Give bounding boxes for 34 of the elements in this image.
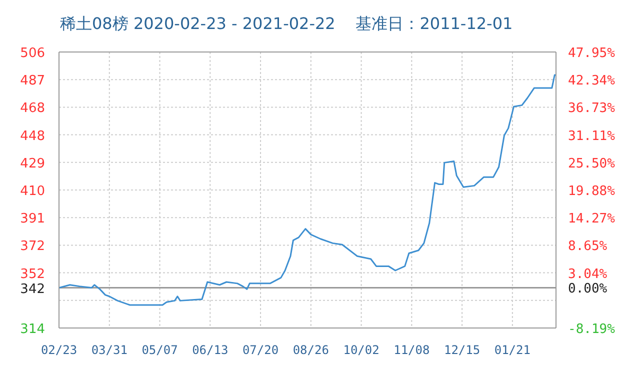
line-series <box>59 74 556 306</box>
y-tick-label: 448 <box>20 128 45 144</box>
y2-tick-label: 42.34% <box>568 74 616 89</box>
x-tick-label: 11/08 <box>394 343 430 357</box>
y2-tick-label: 31.11% <box>568 128 616 144</box>
y-tick-label: 429 <box>20 156 45 172</box>
y-tick-label: 410 <box>20 184 45 199</box>
y2-tick-label: 0.00% <box>568 282 608 297</box>
y-tick-label: 314 <box>20 322 45 337</box>
x-tick-label: 08/26 <box>292 343 329 357</box>
x-tick-label: 01/21 <box>494 343 530 357</box>
y2-tick-label: 36.73% <box>568 101 616 116</box>
y-tick-label: 372 <box>20 239 45 254</box>
y-tick-label: 468 <box>20 101 45 116</box>
y-tick-label: 342 <box>20 282 45 297</box>
x-tick-label: 05/07 <box>142 343 178 357</box>
x-tick-label: 06/13 <box>192 343 228 357</box>
x-tick-label: 12/15 <box>444 343 480 357</box>
y-tick-label: 352 <box>20 266 45 282</box>
x-tick-label: 07/20 <box>242 343 279 357</box>
y-tick-label: 506 <box>20 46 45 61</box>
y2-tick-label: 25.50% <box>568 156 616 172</box>
y2-tick-label: 47.95% <box>568 46 616 61</box>
y-tick-label: 391 <box>20 212 45 227</box>
y-tick-label: 487 <box>20 74 45 89</box>
y2-tick-label: 3.04% <box>568 266 608 282</box>
y2-tick-label: 8.65% <box>568 239 608 254</box>
chart-title: 稀土08榜 2020-02-23 - 2021-02-22 基准日：2011-12-01 <box>60 14 513 35</box>
x-tick-label: 03/31 <box>91 343 128 357</box>
y2-tick-label: 14.27% <box>568 212 616 227</box>
x-tick-label: 10/02 <box>343 343 380 357</box>
y2-tick-label: 19.88% <box>568 184 616 199</box>
x-tick-label: 02/23 <box>40 343 78 357</box>
y2-tick-label: -8.19% <box>568 322 616 337</box>
